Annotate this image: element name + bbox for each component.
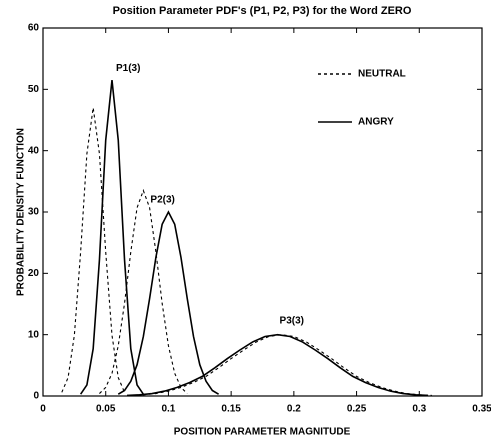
y-tick-label: 60 <box>28 23 40 34</box>
y-tick-label: 50 <box>28 84 40 95</box>
y-tick-label: 10 <box>28 329 40 340</box>
y-tick-label: 0 <box>33 391 39 402</box>
y-axis-label: PROBABILITY DENSITY FUNCTION <box>16 128 27 296</box>
y-tick-label: 30 <box>28 207 40 218</box>
pdf-curve <box>127 333 429 397</box>
curve-annotation: P1(3) <box>116 63 140 74</box>
pdf-curve <box>99 188 188 394</box>
curve-annotation: P2(3) <box>150 195 174 206</box>
x-tick-label: 0.25 <box>347 404 367 415</box>
x-tick-label: 0 <box>40 404 46 415</box>
legend-label: NEUTRAL <box>358 69 406 80</box>
x-axis-label: POSITION PARAMETER MAGNITUDE <box>174 427 351 438</box>
pdf-curve <box>117 210 220 395</box>
chart-title: Position Parameter PDF's (P1, P2, P3) fo… <box>113 5 412 17</box>
pdf-curve <box>61 107 126 393</box>
x-tick-label: 0.35 <box>472 404 491 415</box>
pdf-curve <box>130 334 432 396</box>
pdf-curve <box>79 80 145 395</box>
x-tick-label: 0.05 <box>96 404 116 415</box>
plot-frame <box>42 27 483 397</box>
x-tick-label: 0.2 <box>287 404 301 415</box>
x-tick-label: 0.1 <box>161 404 175 415</box>
legend-label: ANGRY <box>358 117 394 128</box>
x-tick-label: 0.15 <box>221 404 241 415</box>
y-tick-label: 40 <box>28 145 40 156</box>
curve-annotation: P3(3) <box>280 315 304 326</box>
y-tick-label: 20 <box>28 268 40 279</box>
x-tick-label: 0.3 <box>412 404 426 415</box>
